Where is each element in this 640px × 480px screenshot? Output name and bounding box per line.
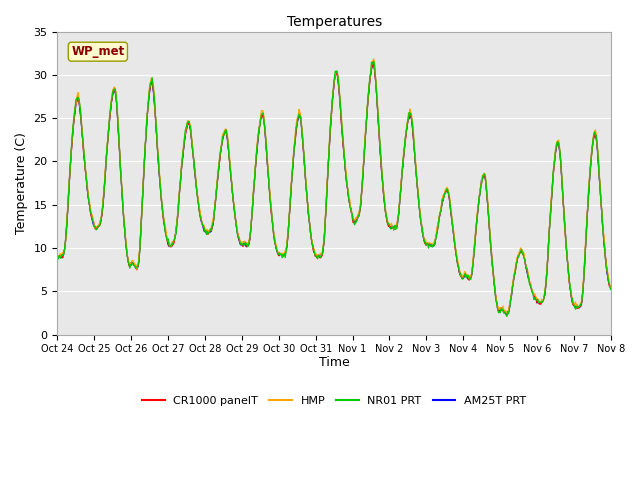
CR1000 panelT: [504, 310, 511, 316]
Line: CR1000 panelT: CR1000 panelT: [58, 63, 611, 313]
NR01 PRT: [503, 313, 511, 319]
NR01 PRT: [419, 225, 426, 231]
AM25T PRT: [369, 60, 377, 66]
Line: NR01 PRT: NR01 PRT: [58, 61, 611, 316]
HMP: [177, 175, 184, 181]
Legend: CR1000 panelT, HMP, NR01 PRT, AM25T PRT: CR1000 panelT, HMP, NR01 PRT, AM25T PRT: [138, 392, 531, 410]
AM25T PRT: [503, 312, 511, 318]
NR01 PRT: [177, 176, 184, 182]
Title: Temperatures: Temperatures: [287, 15, 382, 29]
AM25T PRT: [607, 286, 614, 291]
Y-axis label: Temperature (C): Temperature (C): [15, 132, 28, 234]
AM25T PRT: [206, 230, 214, 236]
HMP: [403, 129, 410, 134]
CR1000 panelT: [177, 178, 184, 183]
AM25T PRT: [120, 224, 128, 229]
X-axis label: Time: Time: [319, 356, 349, 369]
HMP: [63, 210, 71, 216]
CR1000 panelT: [607, 284, 614, 289]
CR1000 panelT: [369, 60, 377, 66]
CR1000 panelT: [63, 211, 71, 217]
NR01 PRT: [63, 212, 71, 217]
AM25T PRT: [403, 130, 410, 136]
AM25T PRT: [419, 227, 426, 233]
CR1000 panelT: [403, 131, 410, 136]
NR01 PRT: [206, 228, 214, 234]
HMP: [370, 56, 378, 61]
AM25T PRT: [63, 213, 71, 218]
HMP: [120, 223, 128, 228]
NR01 PRT: [120, 222, 128, 228]
Text: WP_met: WP_met: [71, 45, 125, 58]
CR1000 panelT: [419, 230, 426, 236]
Line: AM25T PRT: AM25T PRT: [58, 63, 611, 315]
CR1000 panelT: [120, 222, 128, 228]
CR1000 panelT: [206, 228, 214, 233]
HMP: [607, 285, 614, 290]
NR01 PRT: [403, 129, 410, 135]
Line: HMP: HMP: [58, 59, 611, 313]
AM25T PRT: [177, 177, 184, 183]
AM25T PRT: [54, 253, 61, 259]
HMP: [54, 254, 61, 260]
NR01 PRT: [370, 59, 378, 64]
HMP: [503, 310, 511, 316]
CR1000 panelT: [54, 252, 61, 258]
HMP: [419, 228, 426, 234]
HMP: [206, 227, 214, 232]
NR01 PRT: [54, 257, 61, 263]
NR01 PRT: [607, 287, 614, 292]
